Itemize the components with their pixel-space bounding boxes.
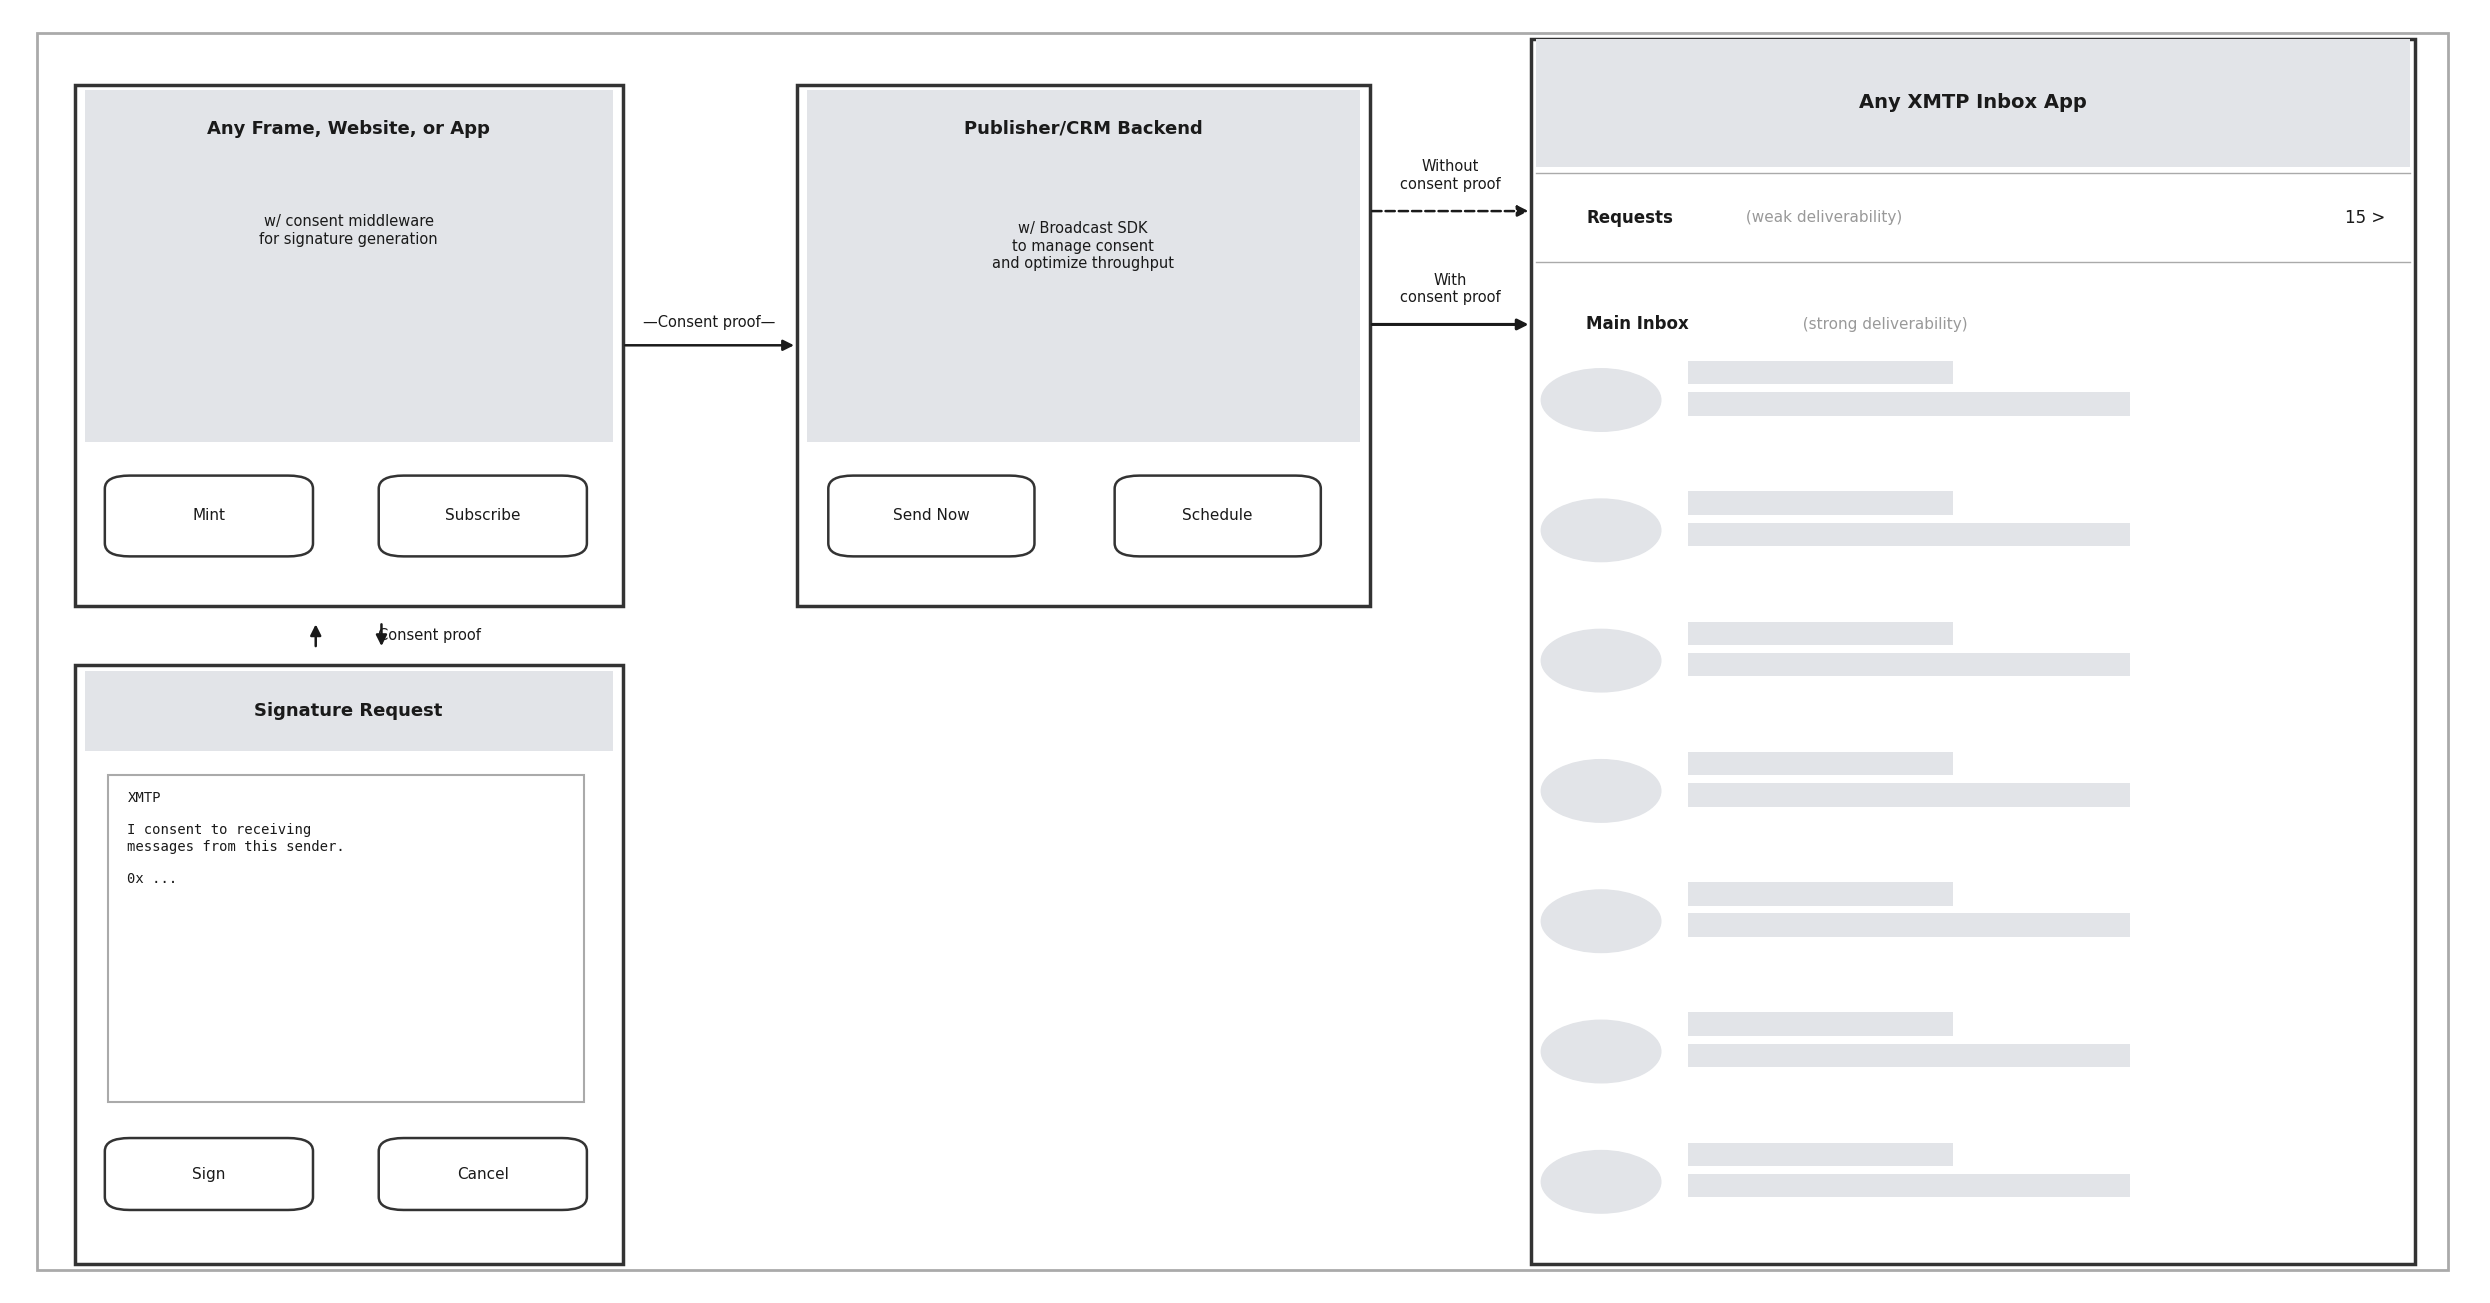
Text: Without
consent proof: Without consent proof xyxy=(1399,159,1501,192)
FancyBboxPatch shape xyxy=(829,476,1033,556)
Bar xyxy=(1688,913,2129,937)
Bar xyxy=(1688,392,2129,416)
Bar xyxy=(1688,653,2129,676)
Text: XMTP

I consent to receiving
messages from this sender.

0x ...: XMTP I consent to receiving messages fro… xyxy=(127,791,346,886)
Bar xyxy=(1688,1012,1952,1036)
Text: (strong deliverability): (strong deliverability) xyxy=(1793,317,1967,332)
Text: Send Now: Send Now xyxy=(894,508,969,524)
Text: Any Frame, Website, or App: Any Frame, Website, or App xyxy=(207,120,491,138)
Circle shape xyxy=(1541,499,1661,562)
Text: Schedule: Schedule xyxy=(1183,508,1252,524)
Text: With
consent proof: With consent proof xyxy=(1399,272,1501,305)
Bar xyxy=(1688,882,1952,906)
Text: Cancel: Cancel xyxy=(456,1166,508,1182)
Bar xyxy=(797,85,1370,606)
Bar xyxy=(1688,1174,2129,1197)
Bar xyxy=(1688,523,2129,546)
Circle shape xyxy=(1541,760,1661,822)
Bar xyxy=(1536,39,2410,167)
Bar xyxy=(107,775,585,1102)
Text: Subscribe: Subscribe xyxy=(446,508,520,524)
Circle shape xyxy=(1541,369,1661,431)
Circle shape xyxy=(1541,890,1661,952)
FancyBboxPatch shape xyxy=(105,1138,314,1210)
FancyBboxPatch shape xyxy=(105,476,314,556)
Bar xyxy=(1688,752,1952,775)
Text: 15 >: 15 > xyxy=(2346,208,2385,227)
Bar xyxy=(1531,39,2415,1264)
Bar xyxy=(1688,622,1952,645)
Bar xyxy=(75,665,622,1264)
FancyBboxPatch shape xyxy=(378,476,588,556)
FancyBboxPatch shape xyxy=(1116,476,1320,556)
Bar xyxy=(1688,783,2129,807)
Text: Publisher/CRM Backend: Publisher/CRM Backend xyxy=(964,120,1203,138)
Circle shape xyxy=(1541,1151,1661,1213)
Text: w/ Broadcast SDK
to manage consent
and optimize throughput: w/ Broadcast SDK to manage consent and o… xyxy=(991,222,1175,271)
Text: Requests: Requests xyxy=(1586,208,1673,227)
Text: Signature Request: Signature Request xyxy=(254,702,443,721)
Bar xyxy=(807,90,1360,442)
Bar xyxy=(1688,1044,2129,1067)
Bar xyxy=(75,85,622,606)
Text: (weak deliverability): (weak deliverability) xyxy=(1741,210,1902,225)
Circle shape xyxy=(1541,1020,1661,1083)
Text: Any XMTP Inbox App: Any XMTP Inbox App xyxy=(1860,94,2087,112)
Bar xyxy=(85,90,613,442)
Text: Mint: Mint xyxy=(192,508,227,524)
Text: Main Inbox: Main Inbox xyxy=(1586,315,1688,334)
Text: Consent proof: Consent proof xyxy=(378,628,481,642)
FancyBboxPatch shape xyxy=(378,1138,588,1210)
Text: Sign: Sign xyxy=(192,1166,227,1182)
Circle shape xyxy=(1541,629,1661,692)
Text: —Consent proof—: —Consent proof— xyxy=(642,314,777,330)
Bar xyxy=(1688,361,1952,384)
Bar xyxy=(85,671,613,752)
Text: w/ consent middleware
for signature generation: w/ consent middleware for signature gene… xyxy=(259,215,438,246)
Bar xyxy=(1688,1143,1952,1166)
Bar xyxy=(1688,491,1952,515)
